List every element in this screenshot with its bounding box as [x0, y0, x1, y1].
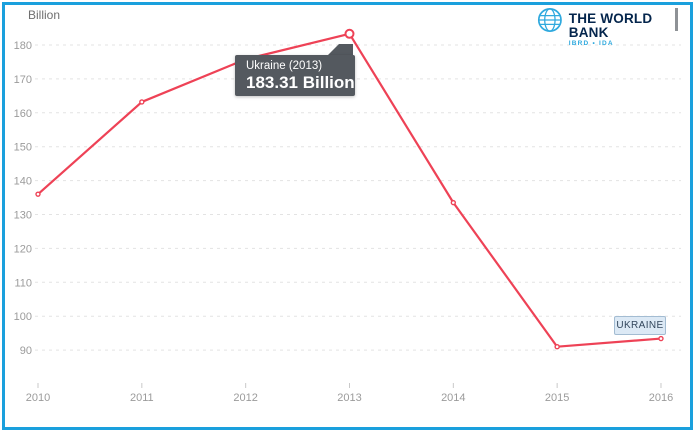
tooltip-value: 183.31 Billion: [246, 73, 355, 92]
x-axis-label-2014: 2014: [441, 392, 465, 404]
y-axis-label-90: 90: [20, 345, 32, 357]
series-label-ukraine[interactable]: UKRAINE: [614, 316, 666, 335]
logo-separator-bar: [675, 8, 678, 31]
data-point-2014: [450, 199, 457, 206]
y-axis-label-100: 100: [14, 311, 32, 323]
x-axis-label-2012: 2012: [233, 392, 257, 404]
y-axis-label-140: 140: [14, 176, 32, 188]
highlighted-point-2013: [344, 28, 355, 39]
data-point-2016: [658, 335, 664, 342]
y-axis-label-120: 120: [14, 243, 32, 255]
world-bank-logo: THE WORLD BANK IBRD • IDA: [536, 6, 695, 48]
x-axis-label-2016: 2016: [649, 392, 673, 404]
world-bank-title: THE WORLD BANK: [568, 11, 653, 40]
x-axis-label-2013: 2013: [337, 392, 361, 404]
x-axis-label-2010: 2010: [26, 392, 50, 404]
y-axis-unit-label: Billion: [28, 8, 61, 22]
y-axis-label-160: 160: [14, 108, 32, 120]
world-bank-subtitle: IBRD • IDA: [568, 40, 614, 47]
y-axis-label-150: 150: [14, 142, 32, 154]
y-axis-label-130: 130: [14, 210, 32, 222]
y-axis-label-110: 110: [14, 277, 32, 289]
data-point-2010: [35, 191, 41, 197]
y-axis-label-180: 180: [14, 40, 32, 52]
x-axis-label-2011: 2011: [130, 392, 154, 404]
globe-icon: [537, 8, 562, 32]
datapoint-tooltip: Ukraine (2013) 183.31 Billion: [235, 55, 355, 96]
y-axis-label-170: 170: [14, 74, 32, 86]
x-axis-label-2015: 2015: [545, 392, 569, 404]
data-point-2015: [554, 344, 560, 350]
data-point-2011: [139, 99, 145, 105]
tooltip-title: Ukraine (2013): [246, 60, 323, 72]
